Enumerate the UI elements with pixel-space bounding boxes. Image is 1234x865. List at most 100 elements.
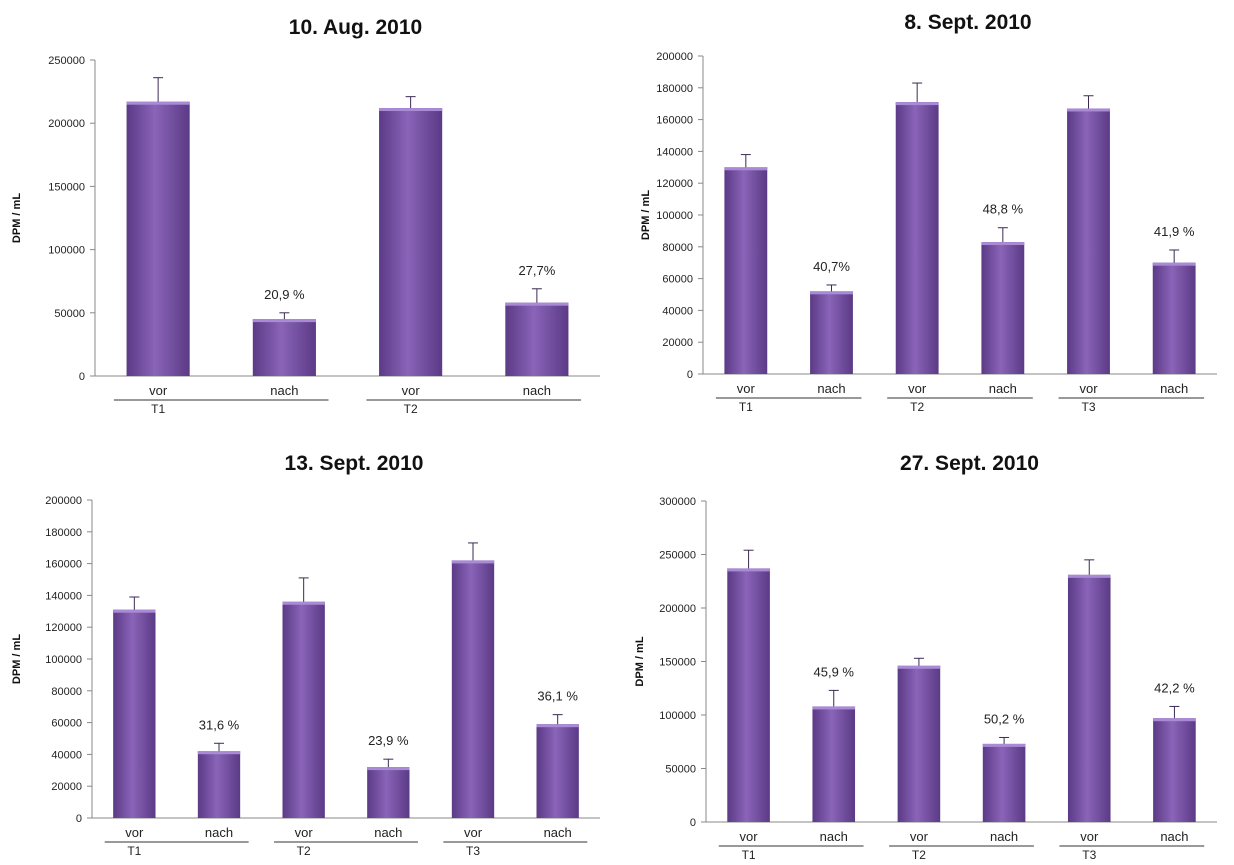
bar — [197, 751, 241, 818]
percent-label: 36,1 % — [537, 689, 578, 704]
x-category-label: vor — [464, 825, 483, 840]
x-category-label: nach — [374, 825, 402, 840]
bar-top-highlight — [981, 242, 1025, 246]
bar-top-highlight — [982, 743, 1026, 747]
bar — [113, 609, 156, 818]
bar-top-highlight — [1067, 574, 1111, 578]
chart-svg: 13. Sept. 2010 DPM / mL 0 20000 40000 60000 80… — [11, 452, 600, 858]
bar — [1067, 108, 1110, 374]
x-category-label: vor — [402, 383, 421, 398]
chart-title: 27. Sept. 2010 — [900, 452, 1039, 475]
y-tick-label: 180000 — [45, 527, 82, 539]
bar — [895, 102, 939, 375]
bar — [982, 743, 1026, 822]
y-tick-label: 140000 — [45, 590, 82, 602]
bar-top-highlight — [1153, 718, 1196, 722]
y-tick-label: 40000 — [51, 749, 82, 761]
bar-top-highlight — [367, 767, 410, 771]
group-label: T3 — [1082, 848, 1096, 862]
y-tick-label: 60000 — [662, 274, 693, 286]
y-tick-label: 140000 — [656, 146, 693, 158]
bar — [897, 665, 941, 822]
x-category-label: nach — [544, 825, 572, 840]
x-category-label: nach — [270, 383, 298, 398]
y-axis-title: DPM / mL — [634, 636, 646, 686]
y-tick-label: 100000 — [45, 654, 82, 666]
y-tick-label: 120000 — [656, 178, 693, 190]
percent-label: 23,9 % — [368, 733, 409, 748]
x-category-label: vor — [1080, 829, 1099, 844]
y-tick-label: 200000 — [656, 51, 693, 63]
bar — [810, 291, 853, 374]
bar-top-highlight — [897, 665, 941, 669]
chart-panel-sept-27: 27. Sept. 2010 DPM / mL 0 50000 100000 150000… — [617, 432, 1234, 865]
x-category-label: nach — [820, 829, 848, 844]
bar-top-highlight — [113, 609, 156, 613]
x-category-label: nach — [205, 825, 233, 840]
bar-top-highlight — [1152, 262, 1196, 266]
x-category-label: vor — [910, 829, 929, 844]
bar — [1153, 718, 1196, 822]
bar — [367, 767, 410, 818]
bar-top-highlight — [810, 291, 853, 295]
bar-top-highlight — [1067, 108, 1110, 112]
y-tick-label: 150000 — [659, 657, 696, 669]
y-tick-label: 250000 — [48, 55, 85, 67]
y-tick-label: 180000 — [656, 83, 693, 95]
x-category-label: vor — [737, 381, 756, 396]
group-label: T3 — [466, 844, 480, 858]
group-label: T2 — [910, 400, 924, 414]
percent-label: 45,9 % — [814, 664, 855, 679]
group-label: T2 — [404, 402, 418, 416]
y-tick-label: 40000 — [662, 305, 693, 317]
x-category-label: nach — [990, 829, 1018, 844]
bar-top-highlight — [724, 167, 768, 171]
y-tick-label: 0 — [76, 813, 82, 825]
bar-top-highlight — [727, 568, 770, 572]
chart-panel-aug-10: 10. Aug. 2010 DPM / mL 0 50000 100000 150000 2… — [0, 0, 617, 432]
group-label: T3 — [1081, 400, 1095, 414]
y-tick-label: 20000 — [662, 337, 693, 349]
percent-label: 31,6 % — [199, 717, 240, 732]
group-label: T1 — [739, 400, 753, 414]
bar — [727, 568, 770, 822]
bar-top-highlight — [536, 724, 579, 728]
chart-svg: 8. Sept. 2010 DPM / mL 0 20000 40000 60000 800… — [640, 11, 1217, 414]
x-category-label: vor — [908, 381, 927, 396]
chart-panel-sept-8: 8. Sept. 2010 DPM / mL 0 20000 40000 60000 800… — [617, 0, 1234, 432]
bar — [1152, 262, 1196, 374]
bar — [282, 601, 325, 818]
percent-label: 27,7% — [518, 263, 555, 278]
x-category-label: nach — [523, 383, 551, 398]
y-tick-label: 160000 — [45, 559, 82, 571]
percent-label: 50,2 % — [984, 711, 1025, 726]
y-tick-label: 0 — [690, 817, 696, 829]
chart-panel-sept-13: 13. Sept. 2010 DPM / mL 0 20000 40000 60000 80… — [0, 432, 617, 865]
percent-label: 20,9 % — [264, 287, 305, 302]
bar — [379, 108, 443, 377]
bar — [505, 302, 569, 376]
chart-svg: 27. Sept. 2010 DPM / mL 0 50000 100000 150000… — [634, 452, 1217, 862]
x-category-label: vor — [125, 825, 144, 840]
y-axis-title: DPM / mL — [11, 634, 23, 684]
chart-title: 10. Aug. 2010 — [289, 16, 422, 39]
bar-top-highlight — [451, 560, 495, 564]
y-tick-label: 80000 — [662, 242, 693, 254]
bar — [536, 724, 579, 818]
bar — [724, 167, 768, 374]
x-category-label: vor — [1079, 381, 1098, 396]
y-tick-label: 0 — [687, 369, 693, 381]
y-axis-title: DPM / mL — [640, 190, 652, 240]
percent-label: 40,7% — [813, 259, 850, 274]
y-tick-label: 300000 — [659, 496, 696, 508]
y-tick-label: 50000 — [54, 308, 85, 320]
bar-top-highlight — [505, 302, 569, 306]
group-label: T2 — [912, 848, 926, 862]
y-tick-label: 120000 — [45, 622, 82, 634]
x-category-label: vor — [149, 383, 168, 398]
bar-top-highlight — [282, 601, 325, 605]
y-tick-label: 80000 — [51, 686, 82, 698]
bar — [981, 242, 1025, 374]
x-category-label: nach — [989, 381, 1017, 396]
x-category-label: vor — [740, 829, 759, 844]
